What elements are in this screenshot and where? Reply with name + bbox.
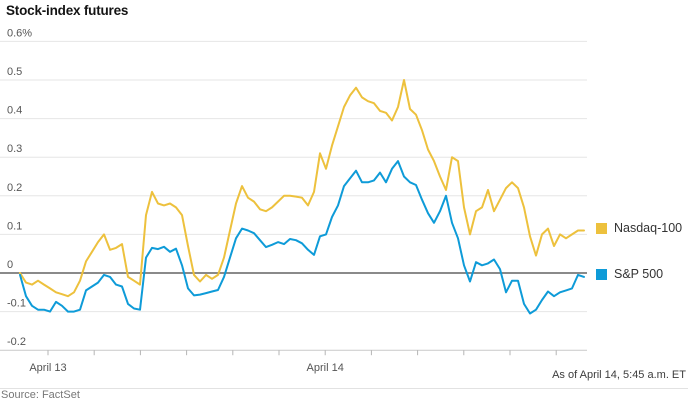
sp500-legend-swatch-icon	[596, 268, 607, 280]
nasdaq-100-line	[19, 79, 585, 298]
x-axis-date-label: April 14	[307, 362, 344, 374]
y-axis-tick-label: 0	[7, 259, 13, 271]
y-axis-tick-label: -0.1	[7, 298, 26, 310]
footer-divider	[0, 388, 688, 389]
y-axis-tick-label: 0.2	[7, 182, 22, 194]
y-axis-tick-label: 0.3	[7, 143, 22, 155]
y-axis-tick-label: -0.2	[7, 336, 26, 348]
legend-label-nasdaq: Nasdaq-100	[614, 221, 683, 235]
nasdaq-legend-swatch-icon	[596, 222, 607, 234]
sp500-line	[19, 160, 585, 315]
chart-title: Stock-index futures	[6, 3, 129, 18]
y-axis-tick-label: 0.6%	[7, 27, 32, 39]
legend-item-nasdaq: Nasdaq-100	[596, 221, 682, 235]
as-of-note: As of April 14, 5:45 a.m. ET	[552, 369, 686, 381]
y-axis-tick-label: 0.5	[7, 66, 22, 78]
legend-item-sp500: S&P 500	[596, 267, 663, 281]
x-axis-date-label: April 13	[29, 362, 66, 374]
y-axis-tick-label: 0.1	[7, 220, 22, 232]
source-note: Source: FactSet	[1, 389, 80, 400]
legend-label-sp500: S&P 500	[614, 267, 664, 281]
y-axis-tick-label: 0.4	[7, 105, 22, 117]
